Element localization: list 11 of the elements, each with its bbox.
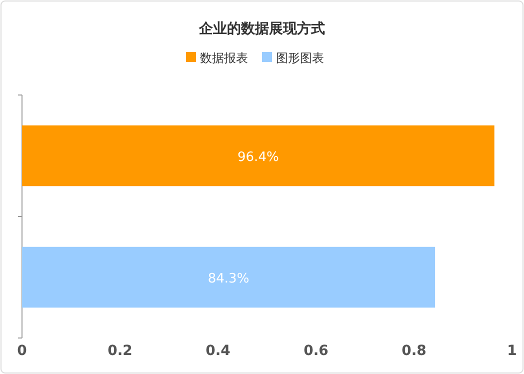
x-tick-label: 1 — [507, 343, 517, 359]
data-label: 84.3% — [208, 271, 250, 286]
x-tick-label: 0.8 — [402, 343, 426, 359]
data-label: 96.4% — [238, 150, 279, 165]
legend-label: 数据报表 — [200, 51, 248, 65]
x-tick-label: 0.6 — [304, 343, 328, 359]
x-tick-label: 0 — [17, 343, 28, 359]
x-tick-label: 0.2 — [108, 343, 132, 359]
legend-label: 图形图表 — [276, 51, 324, 65]
x-tick-label: 0.4 — [206, 343, 231, 359]
chart-title: 企业的数据展现方式 — [198, 20, 325, 37]
